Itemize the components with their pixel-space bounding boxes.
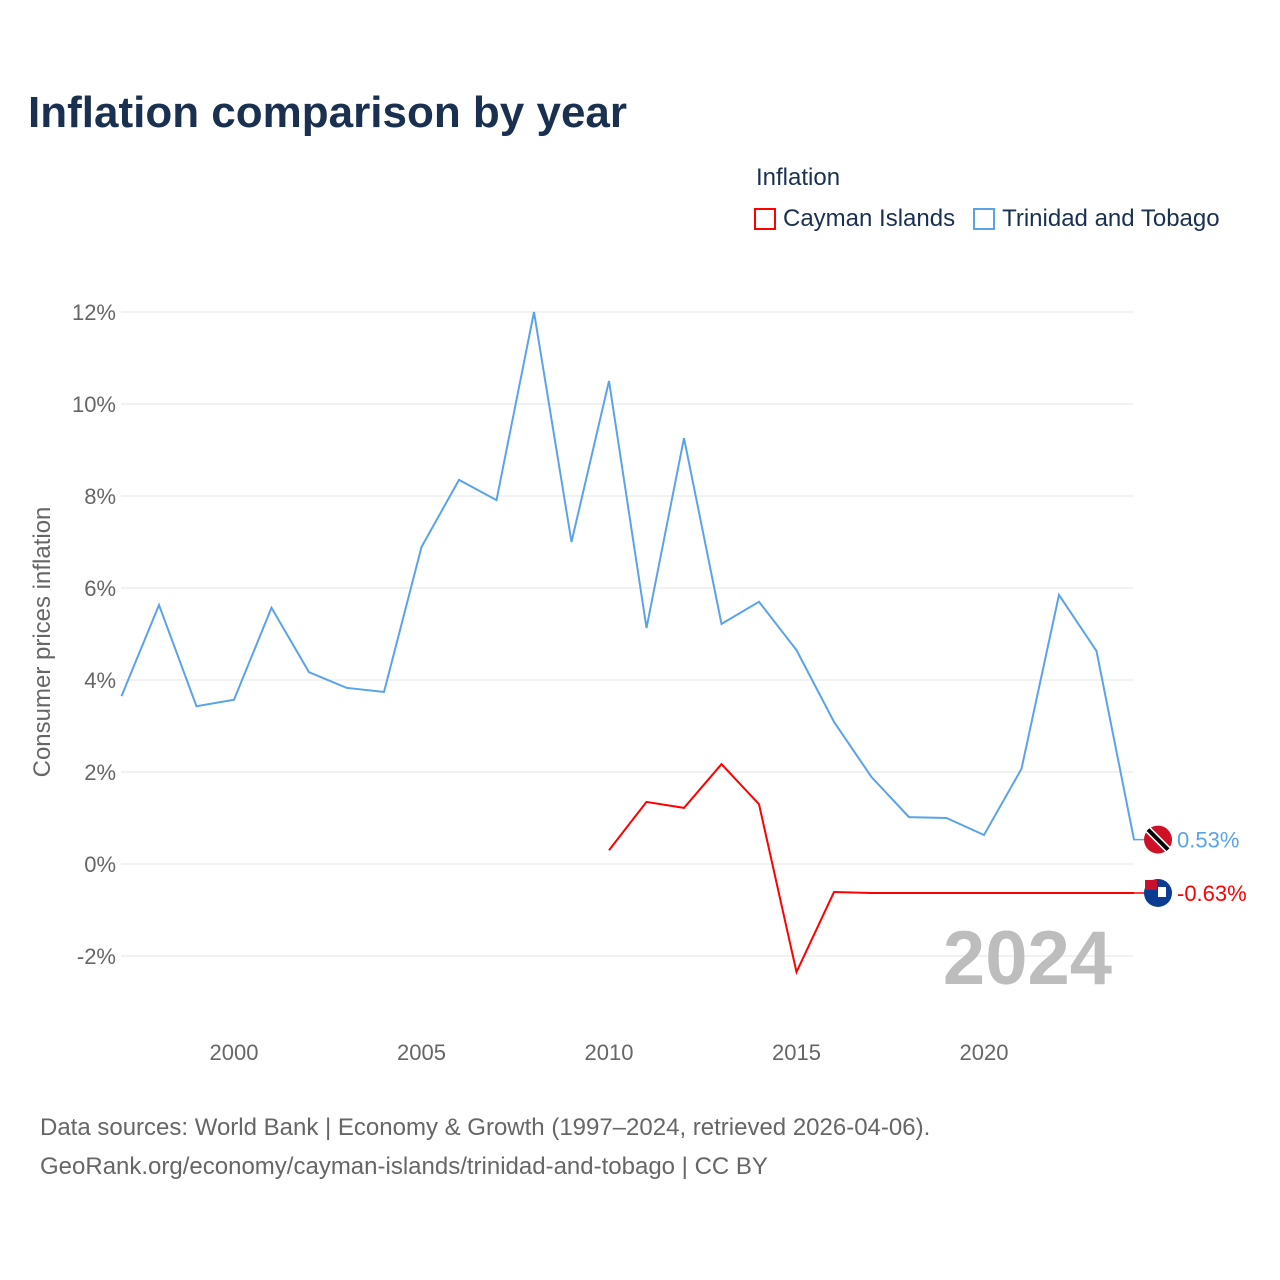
source-note: Data sources: World Bank | Economy & Gro…	[40, 1108, 930, 1186]
y-tick-label: 8%	[84, 484, 116, 509]
y-tick-label: 6%	[84, 576, 116, 601]
y-tick-label: 12%	[72, 300, 116, 325]
chart-title: Inflation comparison by year	[28, 88, 628, 137]
source-line-2[interactable]: GeoRank.org/economy/cayman-islands/trini…	[40, 1153, 768, 1180]
y-tick-label: 2%	[84, 760, 116, 785]
x-tick-label: 2005	[397, 1040, 446, 1065]
year-label: 2024	[943, 916, 1112, 1001]
x-tick-label: 2020	[960, 1040, 1009, 1065]
series-line-trinidad	[120, 311, 1135, 840]
y-tick-label: 4%	[84, 668, 116, 693]
y-tick-label: 10%	[72, 392, 116, 417]
y-tick-label: -2%	[77, 944, 116, 969]
end-value-label: 0.53%	[1177, 828, 1239, 853]
end-value-label: -0.63%	[1177, 881, 1247, 906]
x-tick-label: 2000	[210, 1040, 259, 1065]
x-tick-label: 2015	[772, 1040, 821, 1065]
legend-title: Inflation	[756, 164, 841, 191]
legend-swatch	[754, 208, 776, 230]
x-tick-label: 2010	[585, 1040, 634, 1065]
flag-crest	[1158, 886, 1166, 897]
y-axis-label: Consumer prices inflation	[29, 507, 56, 778]
legend-swatch	[973, 208, 996, 230]
series-line-cayman	[608, 762, 1134, 976]
source-line-1: Data sources: World Bank | Economy & Gro…	[40, 1114, 931, 1141]
legend: Cayman Islands Trinidad and Tobago	[754, 205, 1220, 233]
legend-item-cayman[interactable]: Cayman Islands	[754, 205, 955, 233]
flag-stripe	[1146, 828, 1170, 852]
legend-label: Trinidad and Tobago	[1002, 205, 1220, 232]
y-tick-label: 0%	[84, 852, 116, 877]
legend-label: Cayman Islands	[783, 205, 956, 232]
legend-item-trinidad[interactable]: Trinidad and Tobago	[973, 205, 1220, 233]
flag-union	[1145, 879, 1157, 890]
